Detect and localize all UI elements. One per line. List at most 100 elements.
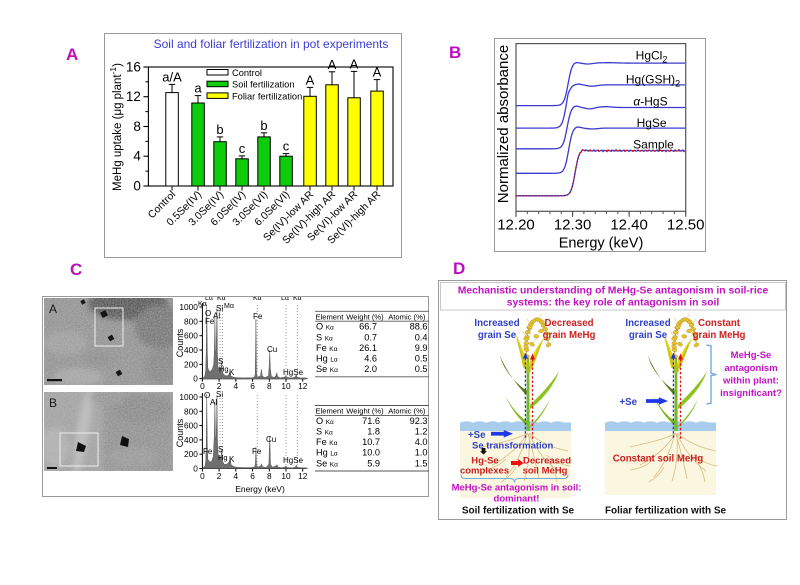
svg-text:2: 2: [217, 471, 222, 481]
svg-text:0.4: 0.4: [415, 332, 428, 342]
svg-text:b: b: [260, 118, 267, 133]
svg-text:antagonism: antagonism: [724, 363, 777, 374]
svg-text:Element: Element: [316, 313, 345, 322]
svg-text:4: 4: [133, 149, 141, 164]
svg-text:71.6: 71.6: [362, 416, 380, 426]
svg-text:800: 800: [184, 316, 198, 326]
svg-text:Al: Al: [213, 312, 220, 321]
svg-text:Fe: Fe: [253, 312, 263, 321]
svg-text:400: 400: [184, 345, 198, 355]
svg-text:Element: Element: [316, 407, 345, 416]
svg-text:Constant: Constant: [698, 318, 741, 329]
svg-text:a: a: [194, 81, 202, 96]
svg-text:O: O: [204, 391, 210, 400]
svg-text:K: K: [229, 368, 235, 377]
svg-text:12: 12: [126, 89, 141, 104]
svg-text:12.30: 12.30: [554, 217, 592, 234]
svg-text:1000: 1000: [179, 392, 198, 402]
svg-text:Kα: Kα: [293, 297, 302, 302]
svg-text:200: 200: [184, 449, 198, 459]
svg-text:12.50: 12.50: [667, 217, 705, 234]
svg-text:HgCl2: HgCl2: [636, 49, 668, 65]
svg-text:600: 600: [184, 421, 198, 431]
svg-text:MeHg-Se: MeHg-Se: [731, 350, 772, 361]
svg-text:within plant:: within plant:: [722, 376, 779, 387]
svg-text:A: A: [373, 65, 382, 80]
svg-text:0.7: 0.7: [364, 332, 377, 342]
svg-text:grain Se: grain Se: [478, 330, 517, 341]
svg-text:2.0: 2.0: [364, 364, 377, 374]
svg-text:α-HgS: α-HgS: [633, 95, 667, 109]
svg-text:Si: Si: [216, 304, 223, 313]
svg-text:Increased: Increased: [474, 318, 519, 329]
svg-text:0.5: 0.5: [415, 354, 428, 364]
svg-text:Energy (keV): Energy (keV): [559, 236, 644, 252]
svg-text:66.7: 66.7: [359, 322, 377, 332]
svg-text:Hg: Hg: [218, 453, 228, 462]
svg-text:6: 6: [250, 471, 255, 481]
svg-text:2: 2: [217, 381, 222, 391]
svg-text:Decreased: Decreased: [523, 456, 571, 467]
svg-text:Counts: Counts: [175, 418, 185, 447]
svg-text:8: 8: [267, 381, 272, 391]
svg-text:Fe: Fe: [205, 317, 215, 326]
svg-text:Weight (%): Weight (%): [346, 407, 384, 416]
svg-text:200: 200: [184, 359, 198, 369]
svg-text:Lα: Lα: [205, 297, 213, 302]
svg-text:b: b: [216, 122, 223, 137]
svg-text:1.0: 1.0: [415, 448, 428, 458]
svg-text:c: c: [239, 141, 246, 156]
svg-text:16: 16: [126, 60, 141, 75]
svg-text:12.20: 12.20: [497, 217, 535, 234]
svg-text:A: A: [306, 72, 315, 87]
svg-text:Atomic (%): Atomic (%): [388, 313, 426, 322]
svg-text:O: O: [205, 309, 211, 318]
svg-text:Constant soil MeHg: Constant soil MeHg: [613, 454, 704, 465]
svg-text:Se transformation: Se transformation: [472, 441, 553, 452]
svg-text:Hg Lα: Hg Lα: [316, 448, 338, 458]
svg-text:Hg(GSH)2: Hg(GSH)2: [626, 73, 680, 89]
svg-text:B: B: [49, 396, 57, 410]
svg-text:4.0: 4.0: [415, 437, 428, 447]
svg-text:Hg: Hg: [219, 365, 229, 374]
svg-text:10: 10: [281, 381, 291, 391]
svg-text:Fe Kα: Fe Kα: [316, 437, 338, 447]
svg-text:S Kα: S Kα: [316, 427, 333, 437]
svg-text:10: 10: [281, 471, 291, 481]
svg-text:Fe Kα: Fe Kα: [316, 343, 338, 353]
svg-text:Control: Control: [232, 68, 262, 78]
svg-text:5.9: 5.9: [367, 458, 380, 468]
svg-text:MeHg-Se antagonism in soil:: MeHg-Se antagonism in soil:: [452, 483, 582, 494]
svg-text:Mechanistic understanding of M: Mechanistic understanding of MeHg-Se ant…: [458, 286, 769, 297]
svg-text:12: 12: [298, 381, 308, 391]
svg-text:grain MeHg: grain MeHg: [693, 330, 746, 341]
svg-text:Lα: Lα: [281, 297, 289, 302]
svg-text:1.2: 1.2: [415, 427, 428, 437]
svg-text:Se Kα: Se Kα: [316, 364, 338, 374]
svg-text:Cu: Cu: [266, 435, 276, 444]
svg-text:HgSe: HgSe: [637, 116, 667, 130]
svg-text:12: 12: [298, 471, 308, 481]
svg-text:MeHg uptake (μg plant-1): MeHg uptake (μg plant-1): [108, 63, 124, 191]
svg-text:Normalized absorbance: Normalized absorbance: [495, 45, 512, 203]
svg-text:systems: the key role of antag: systems: the key role of antagonism in s…: [507, 298, 720, 309]
svg-text:S: S: [218, 357, 223, 366]
svg-text:0: 0: [133, 179, 141, 194]
svg-text:Kα: Kα: [198, 301, 207, 308]
svg-text:8: 8: [267, 471, 272, 481]
svg-text:Increased: Increased: [625, 318, 670, 329]
svg-text:Soil fertilization with Se: Soil fertilization with Se: [462, 506, 575, 517]
svg-text:dominant!: dominant!: [494, 494, 540, 505]
svg-text:S: S: [218, 445, 223, 454]
svg-text:4: 4: [233, 471, 238, 481]
svg-text:4.6: 4.6: [364, 354, 377, 364]
svg-text:1.8: 1.8: [367, 427, 380, 437]
svg-text:Energy (keV): Energy (keV): [235, 484, 285, 494]
svg-text:Foliar fertilization: Foliar fertilization: [232, 91, 302, 101]
svg-text:0: 0: [200, 471, 205, 481]
svg-text:Kα: Kα: [217, 297, 226, 302]
svg-text:+Se: +Se: [619, 397, 637, 408]
svg-text:Se Kα: Se Kα: [316, 458, 338, 468]
svg-text:Soil fertilization: Soil fertilization: [232, 80, 295, 90]
svg-text:insignificant?: insignificant?: [720, 388, 782, 399]
